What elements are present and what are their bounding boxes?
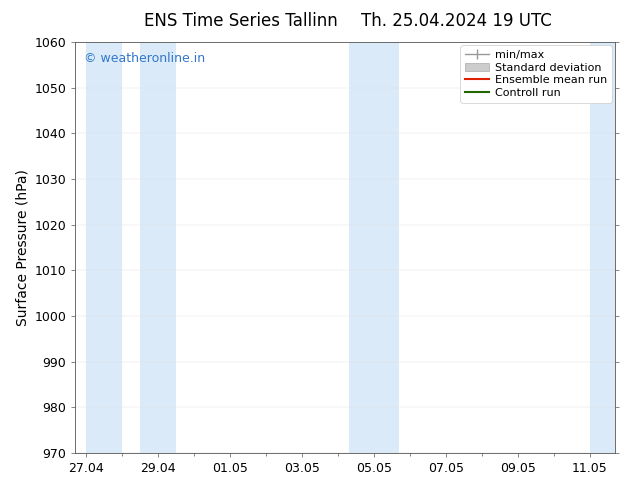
- Legend: min/max, Standard deviation, Ensemble mean run, Controll run: min/max, Standard deviation, Ensemble me…: [460, 46, 612, 102]
- Text: Th. 25.04.2024 19 UTC: Th. 25.04.2024 19 UTC: [361, 12, 552, 30]
- Text: © weatheronline.in: © weatheronline.in: [84, 52, 205, 65]
- Bar: [374, 42, 399, 453]
- Bar: [86, 42, 122, 453]
- Bar: [349, 42, 374, 453]
- Bar: [590, 42, 615, 453]
- Text: ENS Time Series Tallinn: ENS Time Series Tallinn: [144, 12, 338, 30]
- Y-axis label: Surface Pressure (hPa): Surface Pressure (hPa): [15, 169, 29, 326]
- Bar: [140, 42, 176, 453]
